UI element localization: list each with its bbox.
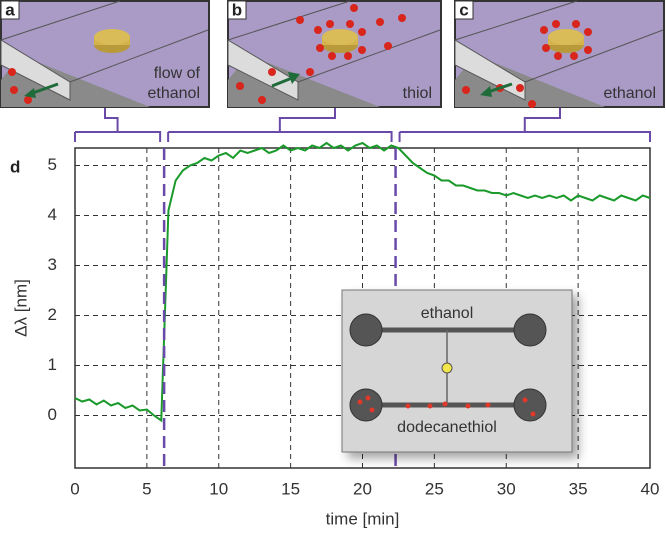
molecule [405,403,411,409]
molecule [465,403,471,409]
panel-caption: ethanol [604,85,657,102]
y-tick-label: 1 [48,355,57,374]
y-tick-label: 0 [48,405,57,424]
x-tick-label: 30 [497,479,516,498]
y-tick-label: 2 [48,305,57,324]
reservoir [513,313,547,347]
y-axis-label: Δλ [nm] [11,279,30,337]
plot-frame [74,147,651,469]
reservoir [349,388,383,422]
bracket [398,108,651,142]
reservoir [349,313,383,347]
panel-c: c ethanol [454,0,665,108]
panel-b: b thiol [227,0,442,108]
panel-a: a flow of ethanol [0,0,210,108]
molecule [369,407,375,413]
x-tick-label: 0 [70,479,79,498]
x-tick-label: 40 [641,479,660,498]
panel-letter: a [5,0,15,19]
x-tick-label: 25 [425,479,444,498]
reservoir [513,388,547,422]
panel-caption: thiol [403,85,432,102]
molecule [522,397,528,403]
x-tick-label: 10 [209,479,228,498]
x-tick-label: 5 [142,479,151,498]
molecule [442,401,448,407]
x-tick-label: 15 [281,479,300,498]
x-tick-label: 35 [569,479,588,498]
panel-caption: ethanol [148,85,201,102]
sensor [441,362,453,374]
molecule [530,411,536,417]
y-tick-label: 3 [48,255,57,274]
molecule [485,402,491,408]
bracket [74,108,162,142]
molecule [357,399,363,405]
panel-letter: d [10,157,20,176]
y-tick-label: 5 [48,155,57,174]
data-line [74,141,651,423]
x-tick-label: 20 [353,479,372,498]
inset: ethanol dodecanethiol [341,289,573,453]
x-axis-label: time [min] [326,509,400,528]
molecule [427,403,433,409]
bracket [167,108,393,142]
panel-caption: flow of [154,65,201,82]
inset-label: ethanol [421,305,474,322]
y-tick-label: 4 [48,205,57,224]
inset-label: dodecanethiol [397,419,497,436]
panel-letter: c [459,0,468,19]
panel-letter: b [232,0,242,19]
molecule [365,395,371,401]
